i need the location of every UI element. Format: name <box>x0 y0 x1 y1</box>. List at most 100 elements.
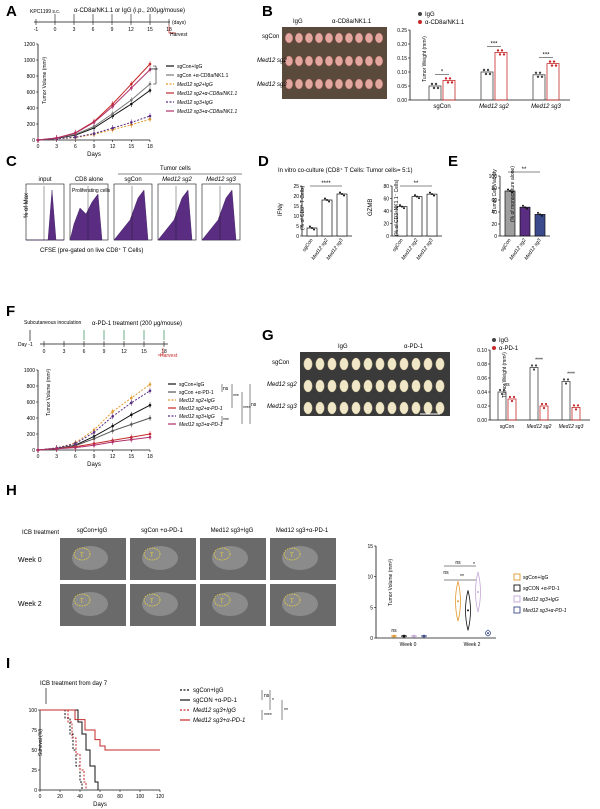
h-tissue <box>282 546 318 570</box>
h-violin <box>465 590 471 631</box>
a-harvest-arrow <box>168 25 176 34</box>
e-bar <box>534 214 546 237</box>
b-tumor <box>315 55 324 67</box>
h-ytick-label: 10 <box>367 575 373 581</box>
d2-dot <box>403 207 405 210</box>
g-tumor <box>423 401 433 415</box>
panel-i: ICB treatment from day 7 0 25 50 75 100 0 20 40… <box>29 681 288 808</box>
g-tumor <box>411 357 421 371</box>
a-sched-tick-label: 12 <box>128 27 134 33</box>
c-col-label: sgCon <box>124 177 141 183</box>
g-tumor <box>387 401 397 415</box>
g-tumor <box>375 357 385 371</box>
h-tumor-mark: T <box>220 599 224 605</box>
g-xcat: Med12 sg3 <box>559 424 584 430</box>
b-row-1: Med12 sg2 <box>257 58 287 64</box>
b-dot <box>484 72 488 76</box>
h-violin <box>485 629 491 637</box>
g-tumor <box>303 357 313 371</box>
a-schedule-ticks: -1 0 3 6 9 12 15 18 <box>34 14 176 34</box>
g-tumor <box>375 401 385 415</box>
f-ytick-label: 800 <box>27 384 36 390</box>
b-tumor <box>315 78 324 90</box>
f-day-label: Day -1 <box>18 342 33 348</box>
g-dot <box>540 402 544 406</box>
d1-dot <box>324 197 326 200</box>
g-dot <box>498 388 502 392</box>
g-tumor <box>435 357 445 371</box>
i-ytick-label: 0 <box>34 788 37 794</box>
d2-dot <box>431 193 433 196</box>
i-survival-curve <box>40 709 160 751</box>
f-xtick-label: 9 <box>93 454 96 460</box>
h-sig: ns <box>443 570 449 576</box>
g-tumor <box>423 357 433 371</box>
c-col-label: CD8 alone <box>75 177 104 183</box>
f-ytick-label: 0 <box>32 448 35 454</box>
f-xtick-label: 18 <box>147 454 153 460</box>
g-tumor-blobs <box>303 357 445 415</box>
g-tumor <box>387 357 397 371</box>
a-sched-tick-label: 6 <box>92 27 95 33</box>
b-sig: *** <box>490 41 498 47</box>
b-tumor <box>375 78 384 90</box>
f-xtick-label: 0 <box>37 454 40 460</box>
b-dot <box>550 64 554 67</box>
h-xcat: Week 0 <box>400 642 417 648</box>
g-col-igg: IgG <box>338 344 348 350</box>
h-sig: ns <box>391 628 397 634</box>
g-tumor <box>351 379 361 393</box>
a-xtick-label: 9 <box>93 144 96 150</box>
h-median <box>487 632 489 635</box>
g-tumor <box>339 379 349 393</box>
i-ytick-label: 75 <box>31 728 37 734</box>
g-tumor <box>339 401 349 415</box>
g-dot <box>502 388 506 392</box>
a-legend-label: sgCon+IgG <box>177 64 203 70</box>
b-tumor <box>365 32 374 44</box>
b-legend-label: IgG <box>425 12 435 18</box>
b-dot <box>534 71 538 75</box>
g-tumor <box>423 379 433 393</box>
chart-g: 0.00 0.02 0.04 0.06 0.08 0.10 Tumor Weight (mm… <box>477 348 590 430</box>
d2-dot <box>433 194 435 197</box>
g-tumor <box>363 357 373 371</box>
h-legend-label: Med12 sg3+IgG <box>523 597 559 603</box>
b-ytick-label: 0.15 <box>397 56 407 62</box>
h-sig: ns <box>455 560 461 566</box>
h-median <box>413 635 415 638</box>
d2-dot <box>414 194 416 197</box>
d-right-sig: ** <box>414 181 419 187</box>
g-dot <box>576 404 580 407</box>
f-ytick-label: 1000 <box>24 368 35 374</box>
g-tumor <box>399 379 409 393</box>
legend-i: sgCon+IgG sgCON +α-PD-1 Med12 sg3+IgG Med12… <box>180 688 288 724</box>
b-bar <box>442 80 456 101</box>
panel-a: KPC1199 s.c. α-CD8a/NK1.1 or IgG (i.p., … <box>24 8 238 158</box>
panel-letter-a: A <box>6 3 17 20</box>
g-ytick-label: 0.06 <box>477 376 487 382</box>
c-hist-shape <box>69 193 103 241</box>
b-tumor <box>325 78 334 90</box>
i-sig: ** <box>284 708 288 714</box>
c-col-label: input <box>38 177 51 183</box>
g-ytick-label: 0.08 <box>477 362 487 368</box>
g-col-anti: α-PD-1 <box>404 344 424 350</box>
c-header-tumor: Tumor cells <box>160 166 191 172</box>
g-xcat: sgCon <box>500 424 515 430</box>
g-dot <box>512 395 516 399</box>
h-tumor-outline <box>283 547 301 561</box>
f-sched-tick-label: 6 <box>83 349 86 355</box>
f-legend-label: Med12 sg2+α-PD-1 <box>179 406 223 412</box>
d-left-sig: **** <box>321 181 331 187</box>
c-hist-shape <box>157 189 193 241</box>
b-dot <box>486 68 490 72</box>
a-xtick-label: 15 <box>129 144 135 150</box>
g-bar <box>539 405 549 421</box>
b-ytick-label: 0.00 <box>397 98 407 104</box>
chart-b: 0.00 0.05 0.10 0.15 0.20 0.25 Tumor Weight (mm… <box>397 28 570 110</box>
h-col-label: sgCon +α-PD-1 <box>141 528 183 534</box>
b-tumor <box>375 55 384 67</box>
panel-letter-e: E <box>448 153 458 170</box>
